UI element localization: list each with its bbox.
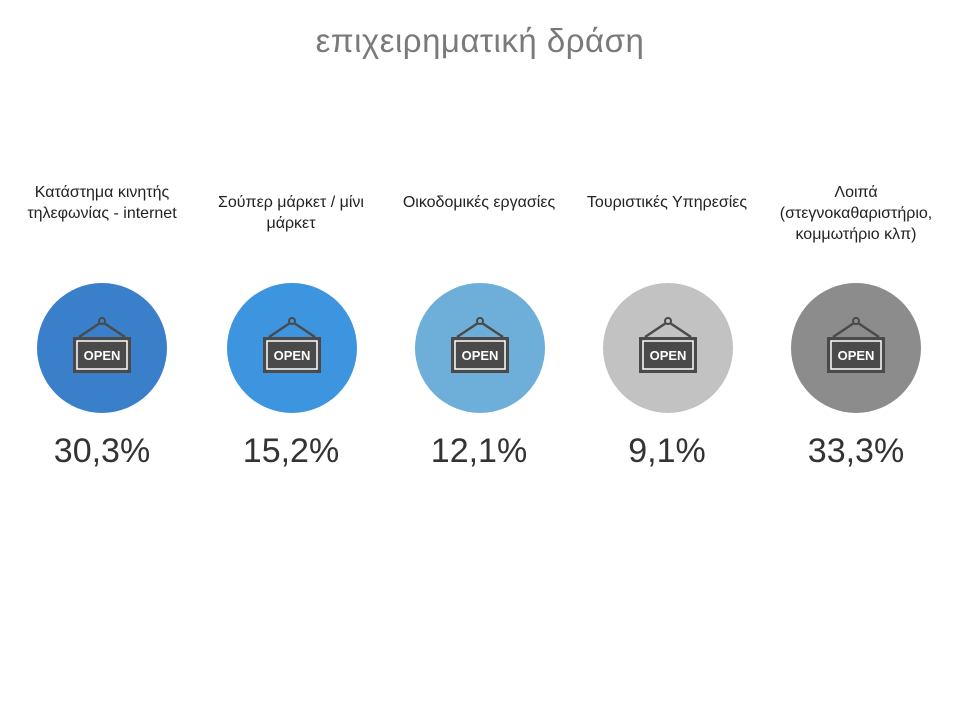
sign-text: OPEN — [462, 348, 499, 363]
category-label: Λοιπά (στεγνοκαθαριστήριο, κομμωτήριο κλ… — [779, 184, 933, 243]
category-label-other: Λοιπά (στεγνοκαθαριστήριο, κομμωτήριο κλ… — [766, 182, 946, 245]
category-value-construction: 12,1% — [430, 432, 528, 470]
category-label: Οικοδομικές εργασίες — [402, 194, 556, 211]
open-sign-icon: OPEN — [639, 317, 697, 373]
sign-text: OPEN — [274, 348, 311, 363]
category-label-supermarket: Σούπερ μάρκετ / μίνι μάρκετ — [201, 182, 381, 245]
category-value-tourism: 9,1% — [628, 432, 706, 470]
category-value-mobile-shop: 30,3% — [53, 432, 151, 470]
open-sign-icon: OPEN — [827, 317, 885, 373]
open-sign-icon: OPEN — [73, 317, 131, 373]
category-value-supermarket: 15,2% — [242, 432, 340, 470]
open-sign-icon: OPEN — [451, 317, 509, 373]
category-label-mobile-shop: Κατάστημα κινητής τηλεφωνίας - internet — [12, 182, 192, 245]
sign-text: OPEN — [650, 348, 687, 363]
category-circle-other: OPEN — [791, 283, 921, 413]
category-label: Τουριστικές Υπηρεσίες — [586, 194, 748, 211]
open-sign-icon: OPEN — [263, 317, 321, 373]
sign-text: OPEN — [838, 348, 875, 363]
category-label: Κατάστημα κινητής τηλεφωνίας - internet — [27, 184, 177, 222]
category-label-tourism: Τουριστικές Υπηρεσίες — [577, 182, 757, 245]
category-circle-tourism: OPEN — [603, 283, 733, 413]
category-label-construction: Οικοδομικές εργασίες — [389, 182, 569, 245]
sign-text: OPEN — [84, 348, 121, 363]
category-label: Σούπερ μάρκετ / μίνι μάρκετ — [218, 194, 364, 232]
category-value-other: 33,3% — [807, 432, 905, 470]
category-circle-supermarket: OPEN — [227, 283, 357, 413]
category-circle-mobile-shop: OPEN — [37, 283, 167, 413]
page-title: επιχειρηματική δράση — [315, 22, 645, 59]
category-circle-construction: OPEN — [415, 283, 545, 413]
